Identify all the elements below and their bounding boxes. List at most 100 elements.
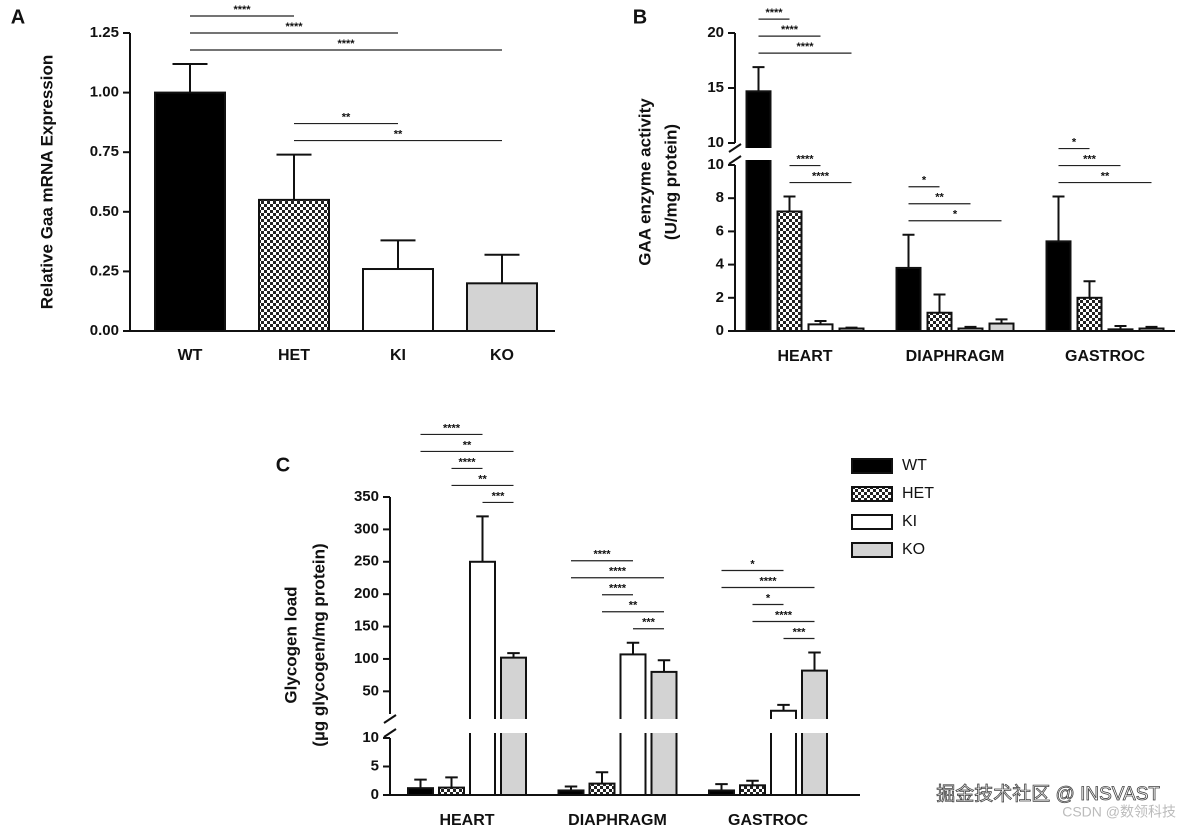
y-axis-title: (U/mg protein)	[661, 124, 680, 240]
y-tick-label: 10	[707, 156, 724, 173]
y-tick-label: 200	[354, 585, 379, 602]
legend-label: KO	[902, 541, 925, 558]
bar	[154, 91, 226, 332]
bar	[739, 784, 766, 796]
bar	[926, 311, 953, 332]
y-tick-label: 0	[371, 786, 379, 803]
bar	[1138, 327, 1165, 333]
bar	[776, 210, 803, 332]
y-tick-label: 10	[707, 134, 724, 151]
y-tick-label: 350	[354, 488, 379, 505]
significance-label: *	[922, 175, 927, 187]
y-tick-label: 250	[354, 553, 379, 570]
significance-label: ****	[285, 21, 303, 33]
bar	[438, 786, 465, 797]
bar	[650, 670, 678, 796]
x-tick-label: KO	[490, 347, 514, 364]
bar	[708, 789, 735, 797]
y-tick-label: 5	[371, 757, 379, 774]
error-bar	[595, 771, 609, 784]
axis-break-mark	[383, 728, 397, 738]
significance-label: ***	[492, 490, 506, 502]
significance-label: ****	[796, 153, 814, 165]
bar	[1107, 328, 1134, 332]
significance-label: *	[750, 558, 755, 570]
significance-label: ****	[609, 566, 627, 578]
significance-label: ****	[765, 7, 783, 19]
error-bar	[715, 783, 728, 791]
bar	[988, 322, 1015, 332]
y-axis-title: GAA enzyme activity	[635, 98, 654, 266]
y-tick-label: 15	[707, 79, 724, 96]
error-bar	[845, 326, 858, 329]
error-bar	[1083, 280, 1096, 298]
significance-label: **	[935, 192, 944, 204]
x-tick-label: GASTROC	[728, 812, 808, 829]
x-tick-label: HEART	[777, 348, 832, 365]
bar	[838, 327, 865, 333]
axis-break-mark	[728, 143, 742, 153]
y-tick-label: 100	[354, 650, 379, 667]
panel-label: C	[276, 454, 290, 476]
significance-label: ****	[458, 456, 476, 468]
y-tick-label: 20	[707, 24, 724, 41]
axis-break-gap	[378, 719, 860, 733]
y-tick-label: 8	[716, 189, 724, 206]
error-bar	[380, 239, 416, 270]
significance-label: ***	[642, 617, 656, 629]
error-bar	[902, 233, 915, 268]
bar	[807, 323, 834, 332]
y-tick-label: 0.25	[90, 262, 119, 279]
significance-label: *	[766, 592, 771, 604]
error-bar	[1052, 195, 1065, 242]
significance-label: **	[463, 439, 472, 451]
legend-swatch	[851, 458, 893, 474]
x-tick-label: DIAPHRAGM	[906, 348, 1005, 365]
x-tick-label: KI	[390, 347, 406, 364]
bar	[466, 282, 538, 333]
legend-label: WT	[902, 457, 927, 474]
error-bar	[783, 195, 796, 212]
y-tick-label: 10	[362, 729, 379, 746]
x-tick-label: GASTROC	[1065, 348, 1145, 365]
significance-label: ****	[443, 422, 461, 434]
error-bar	[476, 515, 489, 562]
significance-label: ***	[793, 626, 807, 638]
y-tick-label: 2	[716, 289, 724, 306]
error-bar	[1145, 325, 1158, 329]
panel-label: B	[633, 6, 647, 28]
error-bar	[933, 293, 946, 313]
axis-break-gap	[723, 148, 1175, 160]
y-tick-label: 0	[716, 322, 724, 339]
error-bar	[777, 703, 790, 711]
significance-label: ****	[781, 24, 799, 36]
bar	[258, 198, 330, 332]
y-tick-label: 0.00	[90, 322, 119, 339]
error-bar	[414, 778, 427, 789]
x-tick-label: WT	[178, 347, 203, 364]
x-tick-label: DIAPHRAGM	[568, 812, 667, 829]
significance-label: ****	[775, 609, 793, 621]
significance-label: **	[629, 600, 638, 612]
significance-label: **	[478, 473, 487, 485]
watermark: 掘金技术社区 @ INSVAST	[936, 783, 1160, 805]
significance-label: **	[394, 128, 403, 140]
y-tick-label: 50	[362, 682, 379, 699]
bar	[362, 268, 434, 332]
error-bar	[564, 785, 578, 791]
error-bar	[445, 776, 458, 788]
significance-label: *	[953, 209, 958, 221]
error-bar	[995, 318, 1008, 324]
axis-break-mark	[383, 714, 397, 724]
bar	[957, 327, 984, 333]
error-bar	[626, 641, 640, 655]
error-bar	[484, 253, 520, 284]
significance-label: ****	[593, 549, 611, 561]
error-bar	[752, 66, 765, 92]
significance-label: ****	[796, 41, 814, 53]
bar	[588, 782, 616, 796]
legend-swatch	[851, 542, 893, 558]
significance-label: ***	[1083, 153, 1097, 165]
bar	[745, 90, 772, 332]
bar	[1045, 240, 1072, 332]
